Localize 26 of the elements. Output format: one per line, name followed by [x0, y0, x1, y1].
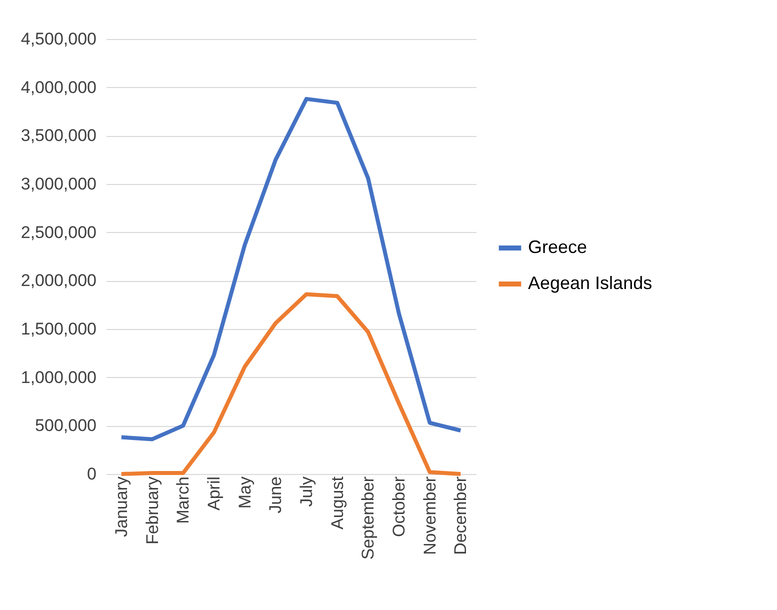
y-tick-label: 1,500,000: [20, 320, 96, 338]
line-series: [119, 96, 463, 442]
x-tick-label: August: [328, 476, 347, 530]
x-tick-label: November: [420, 476, 440, 555]
x-tick-label: January: [112, 476, 131, 537]
y-tick-label: 3,000,000: [20, 174, 96, 194]
legend-label: Aegean Islands: [528, 273, 652, 293]
x-tick-label: June: [266, 476, 286, 514]
x-tick-label: February: [142, 476, 162, 545]
y-tick-label: 500,000: [35, 416, 96, 436]
line-series: [119, 292, 463, 476]
legend-label: Greece: [528, 237, 588, 257]
x-tick-label: October: [389, 476, 408, 537]
y-tick-label: 3,500,000: [20, 126, 96, 146]
x-tick-label: December: [451, 476, 470, 555]
x-tick-label: July: [296, 476, 316, 507]
y-tick-label: 2,000,000: [20, 271, 96, 290]
y-tick-label: 4,500,000: [20, 30, 96, 48]
y-tick-label: 4,000,000: [20, 78, 96, 97]
x-tick-label: March: [174, 476, 193, 524]
y-tick-label: 0: [87, 464, 96, 484]
y-tick-label: 1,000,000: [20, 368, 96, 387]
x-tick-label: May: [235, 476, 254, 509]
y-tick-label: 2,500,000: [20, 222, 96, 242]
x-tick-label: April: [204, 476, 224, 511]
x-tick-label: September: [358, 476, 378, 560]
